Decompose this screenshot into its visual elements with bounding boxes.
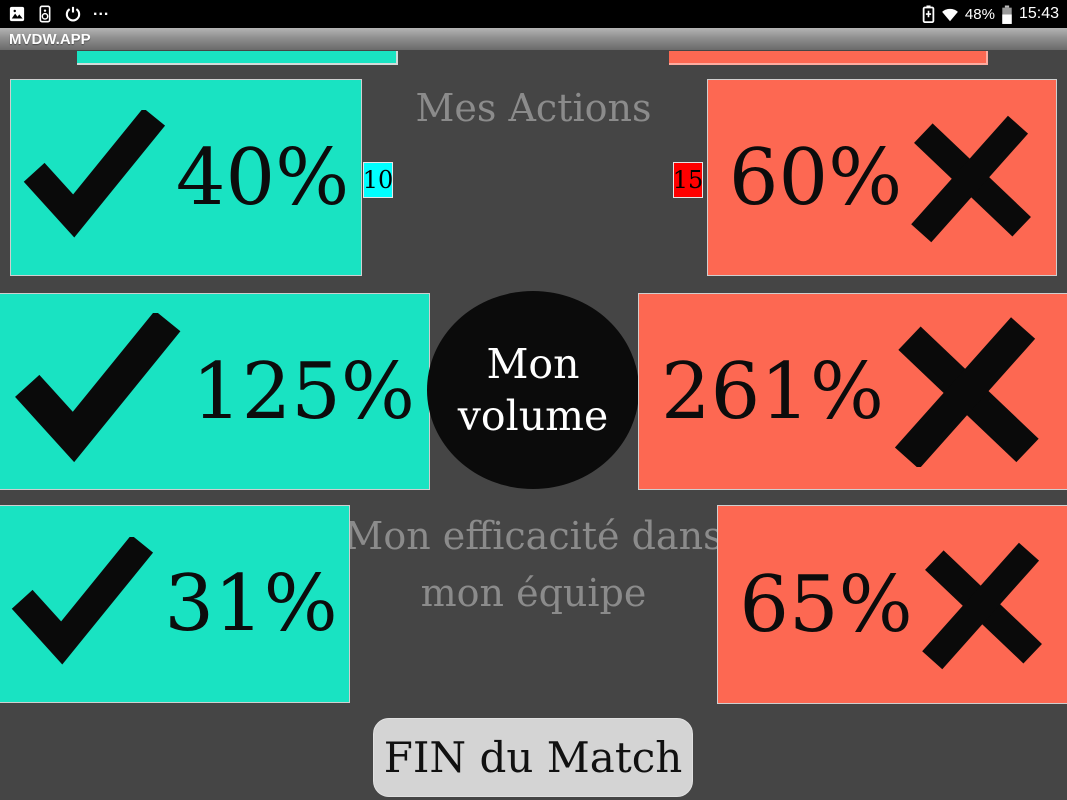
speaker-icon: [37, 5, 53, 23]
clock-text: 15:43: [1018, 5, 1059, 22]
wifi-icon: [941, 7, 959, 22]
overflow-ellipsis: ...: [93, 2, 110, 19]
actions-fail-count: 15: [672, 166, 704, 194]
actions-success-tile[interactable]: 40%: [10, 79, 362, 276]
efficiency-success-percent: 31%: [164, 559, 338, 649]
volume-circle: Mon volume: [427, 291, 639, 489]
actions-success-percent: 40%: [175, 132, 350, 223]
battery-saver-icon: [922, 5, 935, 23]
volume-label: Mon volume: [457, 340, 609, 440]
top-strip-fail: [669, 51, 988, 65]
battery-percent-text: 48%: [964, 5, 995, 23]
status-bar: ... 48% 15:43: [0, 0, 1067, 28]
efficiency-success-tile[interactable]: 31%: [0, 505, 350, 703]
actions-success-count-badge: 10: [363, 162, 393, 198]
app-title-bar: MVDW.APP: [0, 28, 1067, 50]
volume-success-tile[interactable]: 125%: [0, 293, 430, 490]
volume-success-percent: 125%: [192, 346, 415, 437]
cross-icon: [921, 542, 1042, 669]
notification-icons: ...: [0, 2, 110, 23]
end-match-button[interactable]: FIN du Match: [373, 718, 693, 797]
cross-icon: [894, 316, 1039, 467]
checkmark-icon: [12, 536, 154, 664]
actions-fail-tile[interactable]: 60%: [707, 79, 1057, 276]
app-title: MVDW.APP: [9, 30, 91, 48]
system-status-cluster: 48% 15:43: [922, 5, 1067, 24]
volume-fail-tile[interactable]: 261%: [638, 293, 1067, 490]
actions-section-label: Mes Actions: [415, 86, 652, 130]
actions-success-count: 10: [362, 166, 394, 194]
checkmark-icon: [15, 312, 181, 462]
efficiency-fail-percent: 65%: [739, 559, 913, 650]
volume-fail-percent: 261%: [661, 346, 884, 437]
top-strip-success: [77, 51, 398, 65]
efficiency-section-label: Mon efficacité dans mon équipe: [344, 514, 723, 615]
power-icon: [64, 5, 82, 23]
cross-icon: [911, 115, 1032, 242]
efficiency-fail-tile[interactable]: 65%: [717, 505, 1067, 704]
actions-fail-count-badge: 15: [673, 162, 703, 198]
checkmark-icon: [23, 110, 165, 238]
battery-icon: [1001, 5, 1013, 24]
actions-fail-percent: 60%: [728, 132, 903, 223]
image-icon: [8, 5, 26, 23]
